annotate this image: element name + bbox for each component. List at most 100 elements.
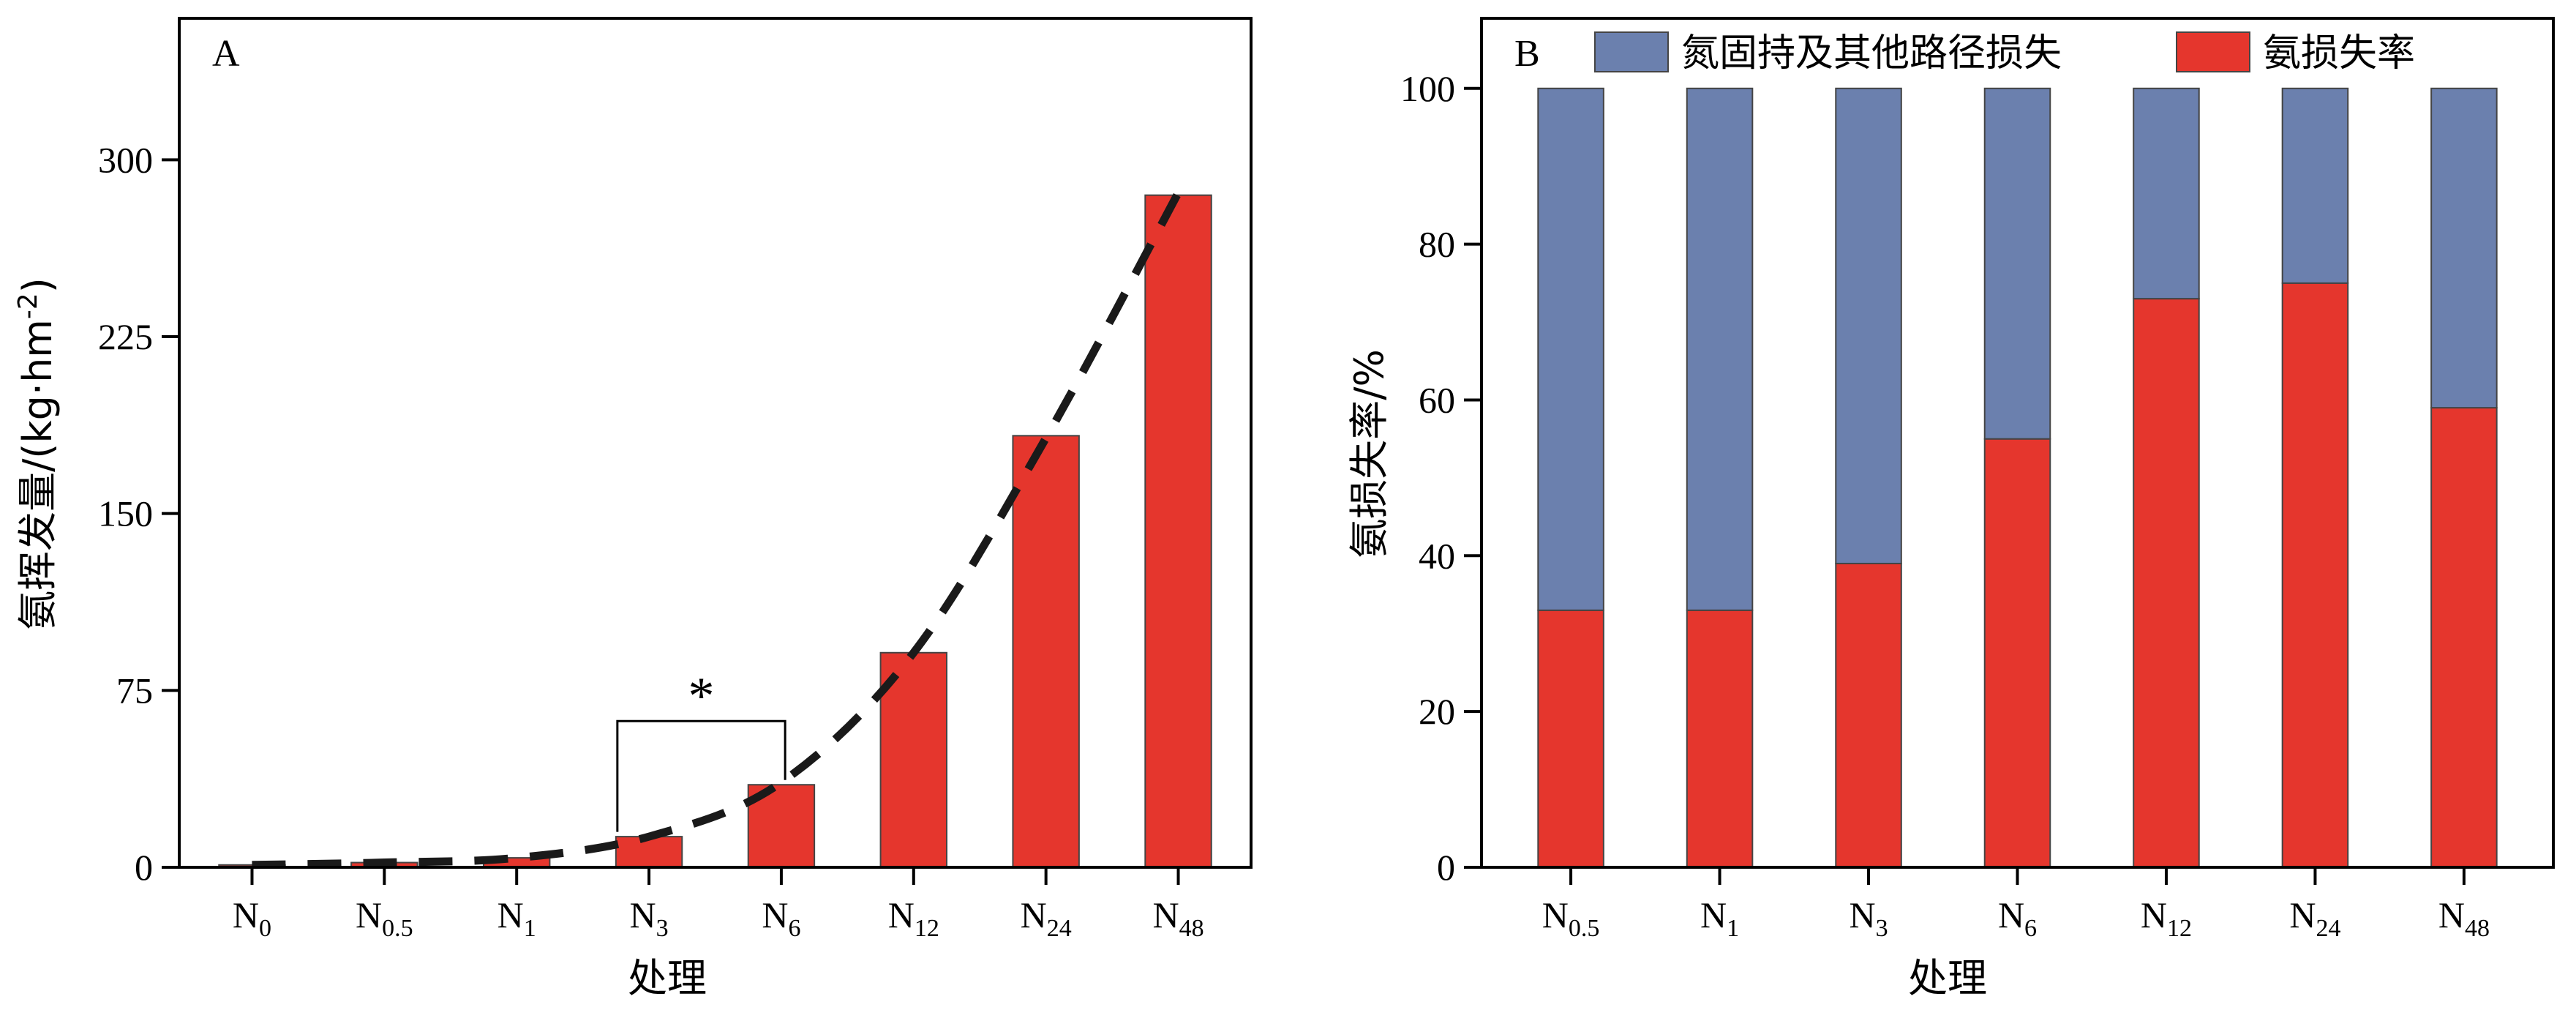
panel-a-y-ticks: 0 75 150 225 300 [98,139,179,888]
panel-b-bar-N6-series-0 [1983,438,2051,868]
panel-b-x-tick-label: N12 [2141,894,2192,942]
panel-a-x-tick-label-base: N [1152,894,1179,935]
panel-a-y-axis-title: 氨挥发量/(kg·hm-2) [13,277,61,630]
panel-b-y-tick-label: 100 [1400,68,1455,109]
panel-b-bar-N0.5-series-0 [1537,609,1604,868]
panel-b-x-ticks: N0.5 N1 N3 N6 N12 N24 N48 [1542,867,2490,942]
panel-a-bar-N3 [615,836,683,868]
panel-b-x-tick-label: N3 [1849,894,1888,942]
panel-b-x-tick-label-base: N [2438,894,2465,935]
panel-b-y-tick-label: 60 [1419,379,1455,420]
panel-b-legend-swatch-0 [1594,31,1669,72]
panel-a-x-tick-label-subscript: 12 [915,915,939,942]
panel-a-x-tick-label-base: N [233,894,259,935]
panel-b-frame [1480,17,2555,869]
panel-b-x-tick-label-base: N [2289,894,2316,935]
panel-b-y-tick-label: 40 [1419,535,1455,576]
panel-a-y-tick-label: 150 [98,493,153,534]
panel-b-bar-N12-series-1 [2133,87,2200,300]
panel-a-x-tick-label-base: N [1021,894,1047,935]
panel-a-x-tick-label: N3 [630,894,669,942]
panel-a-x-tick-label-subscript: 1 [524,915,536,942]
panel-b-x-tick-label-base: N [1849,894,1875,935]
panel-b-bar-N24-series-0 [2281,282,2349,869]
panel-b-bars [1537,87,2498,869]
panel-a-x-tick-label-base: N [888,894,915,935]
panel-b-x-tick-label: N1 [1700,894,1739,942]
ylabel-close: ) [15,277,61,293]
panel-a-x-tick-label: N1 [497,894,536,942]
panel-b-y-tick-label: 20 [1419,691,1455,732]
panel-a-x-tick-label-subscript: 24 [1047,915,1072,942]
panel-b-x-tick-label-subscript: 12 [2167,915,2192,942]
panel-b-letter: B [1514,33,1540,75]
panel-b-x-axis-title: 处理 [1908,955,1987,1001]
panel-a-bars [218,194,1212,869]
panel-a-x-tick-label-subscript: 0 [259,915,271,942]
panel-a-significance-bracket: * [616,667,786,832]
panel-a-trend-line [252,190,1182,869]
panel-b-x-tick-label: N48 [2438,894,2490,942]
panel-b-bar-N3-series-1 [1835,87,1902,564]
panel-a-bar-N48 [1144,194,1212,868]
panel-b-legend-label-0: 氮固持及其他路径损失 [1681,31,2062,75]
panel-b-bar-N1-series-0 [1686,609,1754,868]
panel-b-bar-N24-series-1 [2281,87,2349,284]
panel-a-x-tick-label-subscript: 0.5 [382,915,413,942]
panel-b-y-axis-title: 氨损失率/% [1346,349,1392,558]
panel-a-x-tick-label-subscript: 48 [1179,915,1204,942]
panel-a-y-tick-label: 75 [116,670,153,711]
panel-b-x-tick-label: N0.5 [1542,894,1600,942]
panel-b-y-tick-label: 80 [1419,224,1455,265]
panel-a-x-tick-label: N12 [888,894,939,942]
panel-b-bar-N0.5-series-1 [1537,87,1604,611]
panel-b-bar-N48-series-1 [2430,87,2498,409]
panel-a-letter: A [212,33,240,75]
panel-b-x-tick-label-subscript: 3 [1876,915,1888,942]
significance-star: * [688,667,715,725]
panel-b-x-tick-label-subscript: 0.5 [1569,915,1600,942]
panel-a-x-axis-title: 处理 [628,955,707,1001]
panel-a-x-tick-label: N0.5 [356,894,413,942]
panel-b-x-tick-label-base: N [2141,894,2167,935]
ylabel-main: 氨挥发量/(kg·hm [15,319,61,630]
panel-b-x-tick-label-base: N [1700,894,1727,935]
significance-bracket-line [616,719,786,832]
panel-b-x-tick-label: N6 [1998,894,2037,942]
panel-a-x-tick-label: N0 [233,894,271,942]
panel-b-legend: 氮固持及其他路径损失 氨损失率 [1594,31,2415,75]
panel-b-x-tick-label-subscript: 24 [2316,915,2340,942]
panel-a-x-tick-label-base: N [630,894,656,935]
panel-b-x-tick-label-subscript: 6 [2024,915,2037,942]
panel-b-x-tick-label-base: N [1542,894,1569,935]
panel-b-bar-N3-series-0 [1835,562,1902,868]
panel-a-frame [178,17,1253,869]
panel-b-y-tick-label: 0 [1437,847,1455,888]
panel-a-x-tick-label-base: N [497,894,524,935]
panel-a-x-tick-label-base: N [762,894,788,935]
panel-b-x-tick-label: N24 [2289,894,2340,942]
panel-a-y-tick-label: 300 [98,139,153,180]
panel-b-bar-N48-series-0 [2430,407,2498,868]
panel-b-bar-N1-series-1 [1686,87,1754,611]
ylabel-superscript: -2 [13,293,43,319]
panel-a-y-tick-label: 0 [135,847,153,888]
panel-b-bar-N6-series-1 [1983,87,2051,440]
panel-a-x-tick-label-base: N [356,894,382,935]
panel-b-y-ticks: 0 20 40 60 80 100 [1400,68,1482,888]
panel-b-x-tick-label-subscript: 1 [1727,915,1739,942]
panel-a-bar-N12 [879,651,948,868]
panel-a-y-tick-label: 225 [98,316,153,357]
panel-a-x-tick-label: N6 [762,894,800,942]
panel-b-x-tick-label-base: N [1998,894,2024,935]
panel-a-x-ticks: N0 N0.5 N1 N3 N6 N12 N24 N48 [233,867,1204,942]
panel-a-bar-N24 [1012,435,1080,868]
panel-a-x-tick-label: N24 [1021,894,1072,942]
panel-b-bar-N12-series-0 [2133,298,2200,868]
panel-b-x-tick-label-subscript: 48 [2465,915,2490,942]
panel-a-x-tick-label: N48 [1152,894,1203,942]
panel-a-x-tick-label-subscript: 6 [788,915,800,942]
